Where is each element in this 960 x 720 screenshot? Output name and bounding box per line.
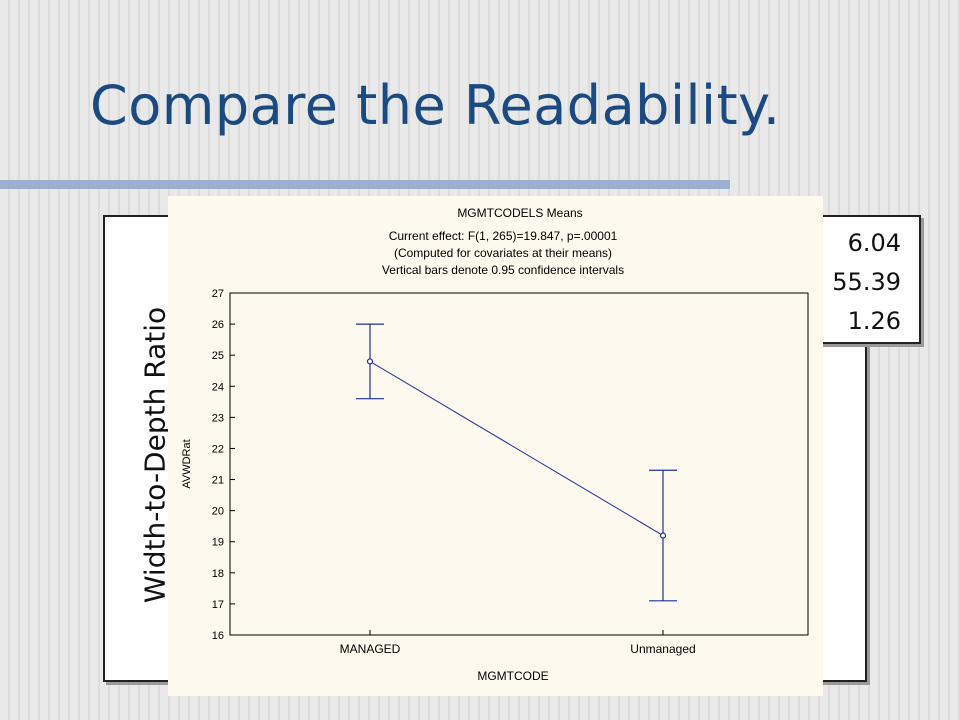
data-point <box>659 532 667 539</box>
y-tick-label: 26 <box>212 319 224 331</box>
data-point <box>366 358 374 365</box>
chart-subtitle-line-3: Vertical bars denote 0.95 confidence int… <box>382 263 624 277</box>
stat-value-3: 1.26 <box>847 307 901 335</box>
means-plot: MGMTCODELS Means Current effect: F(1, 26… <box>181 206 809 683</box>
slide-title: Compare the Readability. <box>90 74 781 137</box>
x-axis-label: MGMTCODE <box>477 669 548 683</box>
x-tick-label: Unmanaged <box>630 642 695 656</box>
y-tick-label: 25 <box>212 350 224 362</box>
stat-value-1: 6.04 <box>847 229 901 257</box>
series-layer <box>356 323 677 602</box>
y-tick-label: 20 <box>212 506 224 518</box>
width-to-depth-ratio-label: Width-to-Depth Ratio <box>138 306 172 604</box>
title-underline-bar <box>0 180 730 189</box>
y-tick-label: 19 <box>212 537 224 549</box>
plot-frame <box>229 292 809 636</box>
y-tick-label: 18 <box>212 568 224 580</box>
y-axis-label: AVWDRat <box>181 439 193 488</box>
chart-title: MGMTCODELS Means <box>457 206 582 220</box>
y-tick-label: 27 <box>212 288 224 300</box>
y-tick-label: 17 <box>212 599 224 611</box>
y-tick-label: 24 <box>212 381 224 393</box>
stat-value-2: 55.39 <box>832 268 901 296</box>
chart-panel: MGMTCODELS Means Current effect: F(1, 26… <box>168 196 823 696</box>
x-tick-label: MANAGED <box>340 642 401 656</box>
y-tick-label: 23 <box>212 412 224 424</box>
series-line <box>369 360 664 536</box>
x-axis: MANAGED Unmanaged <box>340 630 696 656</box>
chart-subtitle-line-2: (Computed for covariates at their means) <box>394 246 612 260</box>
y-tick-label: 22 <box>212 443 224 455</box>
y-tick-label: 21 <box>212 475 224 487</box>
chart-subtitle-line-1: Current effect: F(1, 265)=19.847, p=.000… <box>389 229 618 243</box>
y-tick-label: 16 <box>212 630 224 642</box>
y-axis: 16 17 18 19 20 21 22 23 24 25 26 27 <box>212 288 235 642</box>
